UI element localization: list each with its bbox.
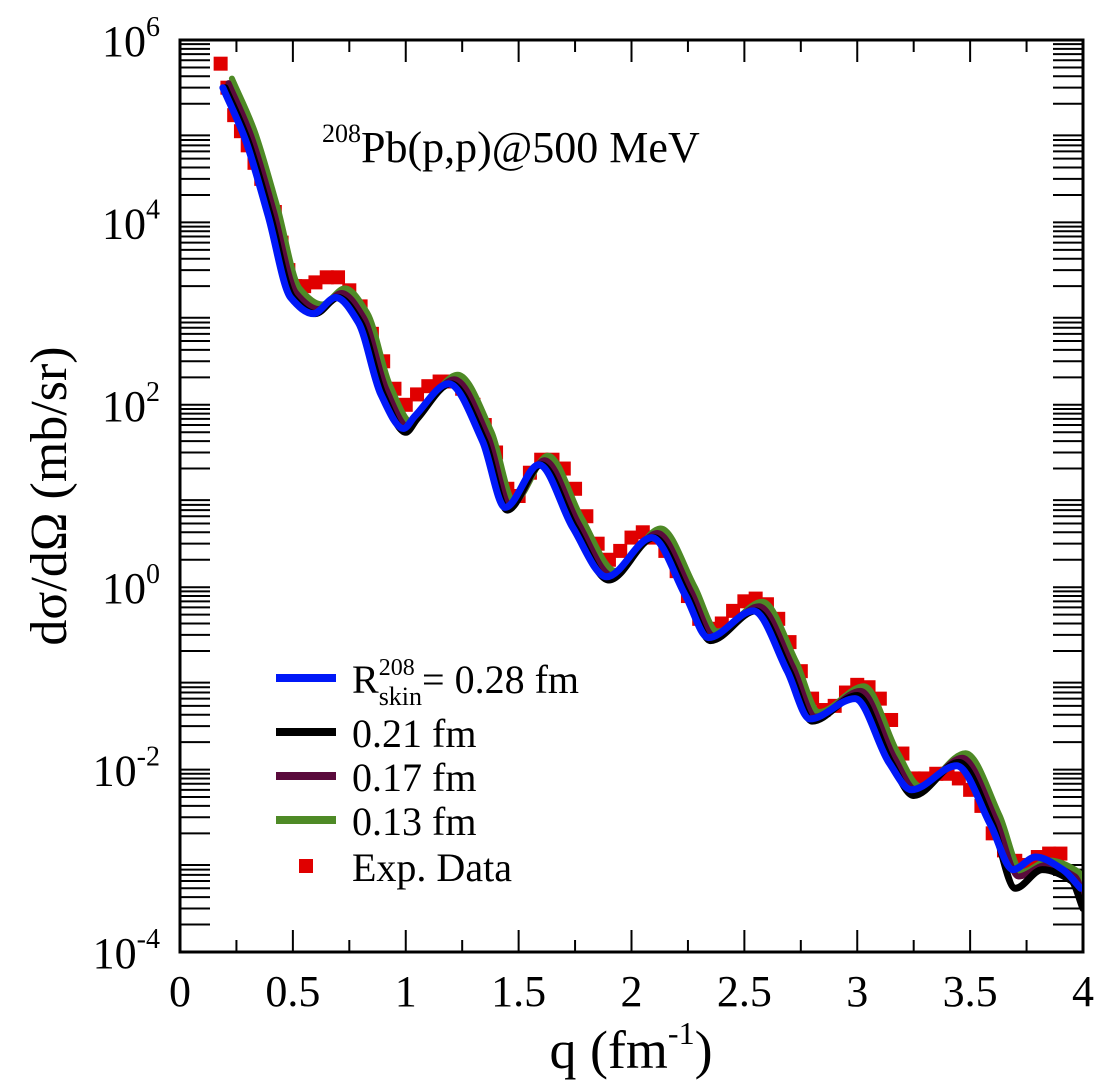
legend-label: 0.21 fm [352, 711, 476, 756]
y-tick-label: 104 [102, 194, 160, 248]
x-tick-label: 3.5 [943, 967, 998, 1016]
y-tick-label-exp: -4 [137, 924, 160, 955]
legend-label: 0.13 fm [352, 799, 476, 844]
exp-data-point [737, 594, 752, 609]
y-tick-label-base: 10 [93, 747, 137, 796]
legend-label: Exp. Data [352, 845, 512, 890]
plot-frame [178, 38, 1085, 954]
legend-label-rest: = 0.28 fm [422, 657, 579, 702]
x-tick-label: 3 [846, 967, 868, 1016]
legend: R208 skin= 0.28 fm0.21 fm0.17 fm0.13 fmEx… [276, 655, 579, 890]
x-tick-label: 0 [169, 967, 191, 1016]
exp-data-point [331, 270, 346, 285]
y-tick-label: 106 [102, 12, 160, 66]
exp-data-point [726, 603, 741, 618]
exp-data-point [319, 270, 334, 285]
exp-data-point [951, 771, 966, 786]
y-axis-label: dσ/dΩ (mb/sr) [21, 346, 78, 645]
x-tick-label: 0.5 [265, 967, 320, 1016]
y-tick-label-base: 10 [102, 564, 146, 613]
y-tick-label-exp: 4 [146, 194, 160, 225]
x-tick-label: 1 [395, 967, 417, 1016]
chart-title-main: Pb(p,p)@500 MeV [361, 123, 700, 172]
exp-data-point [613, 543, 628, 558]
data-layer [213, 56, 1082, 912]
major-ticks [179, 39, 1084, 953]
exp-data-point [1053, 846, 1068, 861]
y-tick-label-exp: -2 [137, 742, 160, 773]
x-axis-label-close: ) [695, 1020, 713, 1080]
x-axis-label-sup: -1 [668, 1015, 695, 1051]
legend-label-sup: 208 [379, 655, 415, 681]
y-tick-label-exp: 0 [146, 559, 160, 590]
x-tick-label: 1.5 [491, 967, 546, 1016]
y-tick-label-exp: 6 [146, 12, 160, 43]
chart-title: 208Pb(p,p)@500 MeV [322, 119, 700, 172]
exp-data-point [421, 379, 436, 394]
x-tick-label: 2 [621, 967, 643, 1016]
x-axis-label: q (fm-1) [549, 1015, 712, 1080]
series-lines [219, 75, 1082, 912]
y-tick-label: 100 [102, 559, 160, 613]
exp-data-point [410, 387, 425, 402]
y-tick-label-base: 10 [102, 382, 146, 431]
y-tick-label-base: 10 [93, 929, 137, 978]
legend-marker [299, 859, 313, 873]
legend-label: R208 skin= 0.28 fm [352, 655, 579, 711]
exp-data-point [624, 530, 639, 545]
exp-data-point [213, 56, 228, 71]
legend-label: 0.17 fm [352, 755, 476, 800]
y-tick-label: 102 [102, 377, 160, 431]
x-tick-label: 4 [1072, 967, 1094, 1016]
x-axis-label-main: q (fm [549, 1020, 667, 1080]
y-tick-label: 10-4 [93, 924, 160, 978]
y-tick-label-exp: 2 [146, 377, 160, 408]
legend-label-main: R [352, 657, 379, 702]
y-tick-label-base: 10 [102, 17, 146, 66]
chart-title-sup: 208 [322, 119, 361, 148]
exp-data-point [308, 275, 323, 290]
series-line [219, 84, 1082, 892]
y-tick-label-base: 10 [102, 199, 146, 248]
y-tick-label: 10-2 [93, 742, 160, 796]
minor-ticks [180, 43, 1083, 926]
x-tick-labels: 0 0.5 1 1.5 2 2.5 3 3.5 4 [169, 967, 1094, 1016]
legend-label-sub: skin [379, 682, 422, 711]
x-tick-label: 2.5 [717, 967, 772, 1016]
exp-data-points [213, 56, 1068, 872]
